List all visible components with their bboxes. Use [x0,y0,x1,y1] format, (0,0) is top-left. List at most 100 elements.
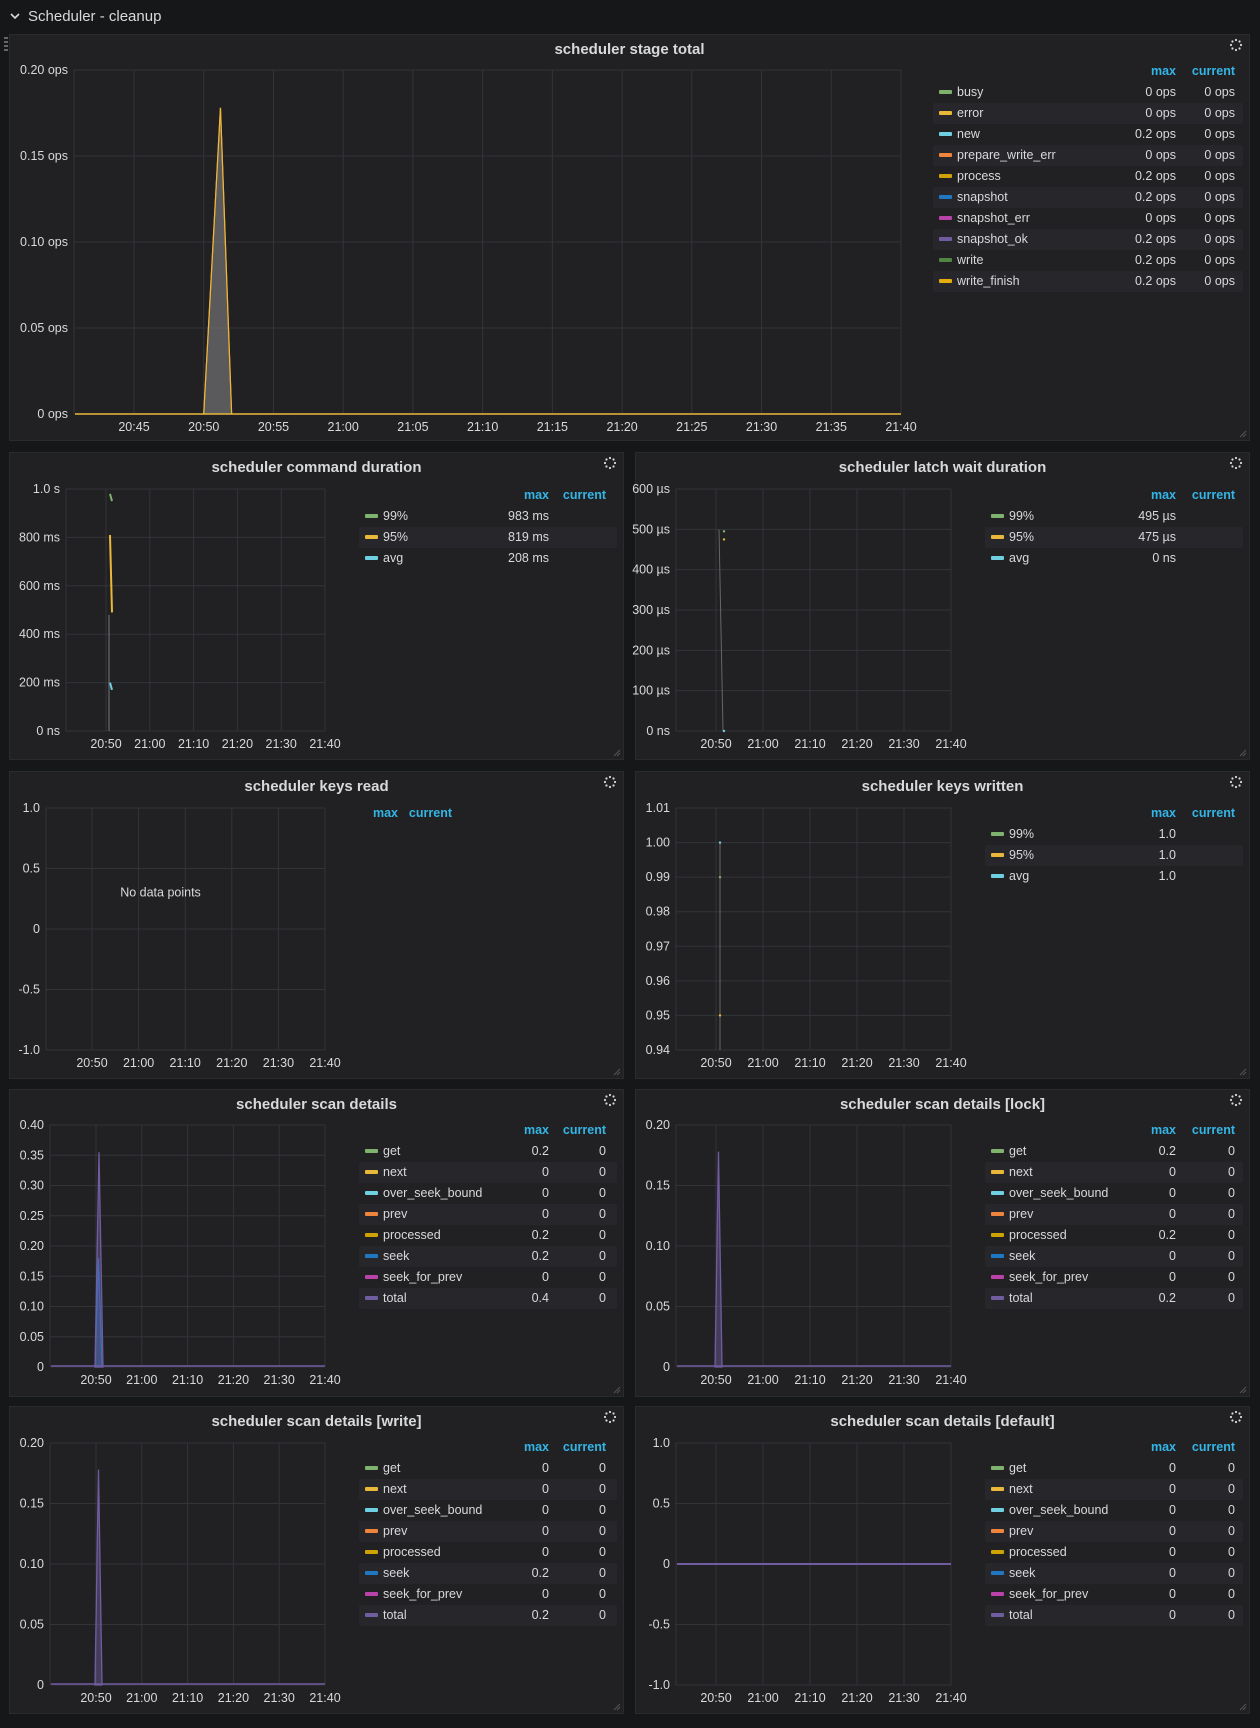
legend-item[interactable]: get 0 0 [359,1458,617,1479]
legend-item[interactable]: new 0.2 ops 0 ops [933,124,1243,145]
legend-item[interactable]: 99% 983 ms [359,506,617,527]
resize-handle-icon[interactable] [613,1703,621,1711]
legend-item[interactable]: seek_for_prev 0 0 [359,1267,617,1288]
legend-item[interactable]: write 0.2 ops 0 ops [933,250,1243,271]
legend-item[interactable]: get 0 0 [985,1458,1243,1479]
panel-title[interactable]: scheduler latch wait duration [838,459,1047,476]
legend-item[interactable]: 95% 819 ms [359,527,617,548]
legend-max-header[interactable]: max [1150,1440,1176,1454]
legend-current-header[interactable]: current [1191,1123,1235,1137]
legend-item[interactable]: 95% 475 µs [985,527,1243,548]
legend-item[interactable]: prev 0 0 [359,1204,617,1225]
legend-item[interactable]: prev 0 0 [985,1521,1243,1542]
panel-scan-details[interactable]: scheduler scan details [9,1089,624,1397]
legend-item[interactable]: total 0.2 0 [985,1288,1243,1309]
resize-handle-icon[interactable] [1239,1703,1247,1711]
legend-current-header[interactable]: current [1191,64,1235,78]
legend-item[interactable]: seek_for_prev 0 0 [985,1584,1243,1605]
legend-item[interactable]: seek_for_prev 0 0 [359,1584,617,1605]
panel-title[interactable]: scheduler keys written [861,778,1024,795]
legend-current-header[interactable]: current [562,1123,606,1137]
legend-item[interactable]: 95% 1.0 [985,845,1243,866]
chevron-down-icon[interactable] [10,11,20,21]
legend-item[interactable]: prepare_write_err 0 ops 0 ops [933,145,1243,166]
legend-item[interactable]: prev 0 0 [359,1521,617,1542]
panel-scan-write[interactable]: scheduler scan details [write] [9,1406,624,1714]
legend-max-header[interactable]: max [1150,488,1176,502]
legend-item[interactable]: seek 0.2 0 [359,1246,617,1267]
legend-item[interactable]: prev 0 0 [985,1204,1243,1225]
legend-item[interactable]: process 0.2 ops 0 ops [933,166,1243,187]
legend-item[interactable]: write_finish 0.2 ops 0 ops [933,271,1243,292]
legend-item[interactable]: seek 0.2 0 [359,1563,617,1584]
resize-handle-icon[interactable] [613,749,621,757]
legend-item[interactable]: snapshot_err 0 ops 0 ops [933,208,1243,229]
legend-item[interactable]: 99% 495 µs [985,506,1243,527]
legend-current-header[interactable]: current [562,488,606,502]
legend-max-header[interactable]: max [523,1440,549,1454]
legend-max-header[interactable]: max [1150,64,1176,78]
legend-item[interactable]: processed 0.2 0 [359,1225,617,1246]
legend-item[interactable]: next 0 0 [985,1479,1243,1500]
legend-item[interactable]: over_seek_bound 0 0 [985,1500,1243,1521]
legend-item[interactable]: next 0 0 [359,1479,617,1500]
panel-title[interactable]: scheduler scan details [write] [211,1413,422,1430]
resize-handle-icon[interactable] [613,1386,621,1394]
panel-title[interactable]: scheduler scan details [default] [830,1413,1055,1430]
y-tick-label: -1.0 [648,1678,670,1692]
panel-keys-read[interactable]: scheduler keys read [9,771,624,1079]
legend-item[interactable]: total 0 0 [985,1605,1243,1626]
panel-latch-wait[interactable]: scheduler latch wait duration [635,452,1250,760]
legend-max-header[interactable]: max [523,488,549,502]
x-tick-label: 21:20 [222,737,253,751]
row-header[interactable]: Scheduler - cleanup [0,0,1260,32]
legend-current-header[interactable]: current [408,806,452,820]
legend-item[interactable]: next 0 0 [985,1162,1243,1183]
legend-item[interactable]: get 0.2 0 [359,1141,617,1162]
legend-max-header[interactable]: max [1150,1123,1176,1137]
drag-handle-icon[interactable] [4,37,8,51]
legend-item[interactable]: avg 0 ns [985,548,1243,569]
resize-handle-icon[interactable] [1239,430,1247,438]
resize-handle-icon[interactable] [1239,1068,1247,1076]
legend-item[interactable]: over_seek_bound 0 0 [985,1183,1243,1204]
legend-current-header[interactable]: current [1191,488,1235,502]
legend-item[interactable]: seek 0 0 [985,1246,1243,1267]
panel-keys-written[interactable]: scheduler keys written [635,771,1250,1079]
legend-item[interactable]: avg 1.0 [985,866,1243,887]
legend-item[interactable]: over_seek_bound 0 0 [359,1183,617,1204]
legend-item[interactable]: processed 0 0 [359,1542,617,1563]
legend-item[interactable]: avg 208 ms [359,548,617,569]
panel-scan-default[interactable]: scheduler scan details [default] [635,1406,1250,1714]
legend-item[interactable]: seek_for_prev 0 0 [985,1267,1243,1288]
resize-handle-icon[interactable] [1239,1386,1247,1394]
legend-item[interactable]: total 0.2 0 [359,1605,617,1626]
panel-title[interactable]: scheduler stage total [554,41,705,58]
legend-item[interactable]: processed 0.2 0 [985,1225,1243,1246]
legend-item[interactable]: snapshot_ok 0.2 ops 0 ops [933,229,1243,250]
panel-title[interactable]: scheduler keys read [244,778,389,795]
x-tick-label: 21:10 [170,1056,201,1070]
legend-item[interactable]: get 0.2 0 [985,1141,1243,1162]
legend-item[interactable]: total 0.4 0 [359,1288,617,1309]
legend-item[interactable]: next 0 0 [359,1162,617,1183]
panel-scan-lock[interactable]: scheduler scan details [lock] [635,1089,1250,1397]
legend-item[interactable]: error 0 ops 0 ops [933,103,1243,124]
panel-title[interactable]: scheduler scan details [lock] [839,1096,1046,1113]
legend-current-header[interactable]: current [562,1440,606,1454]
legend-item[interactable]: over_seek_bound 0 0 [359,1500,617,1521]
legend-max-header[interactable]: max [523,1123,549,1137]
legend-current-header[interactable]: current [1191,1440,1235,1454]
resize-handle-icon[interactable] [1239,749,1247,757]
legend-current-header[interactable]: current [1191,806,1235,820]
panel-title[interactable]: scheduler command duration [211,459,422,476]
legend-max-header[interactable]: max [1150,806,1176,820]
legend-item[interactable]: busy 0 ops 0 ops [933,82,1243,103]
legend-max-header[interactable]: max [372,806,398,820]
legend-item[interactable]: 99% 1.0 [985,824,1243,845]
legend-item[interactable]: snapshot 0.2 ops 0 ops [933,187,1243,208]
legend-item[interactable]: seek 0 0 [985,1563,1243,1584]
resize-handle-icon[interactable] [613,1068,621,1076]
panel-title[interactable]: scheduler scan details [236,1096,397,1113]
legend-item[interactable]: processed 0 0 [985,1542,1243,1563]
